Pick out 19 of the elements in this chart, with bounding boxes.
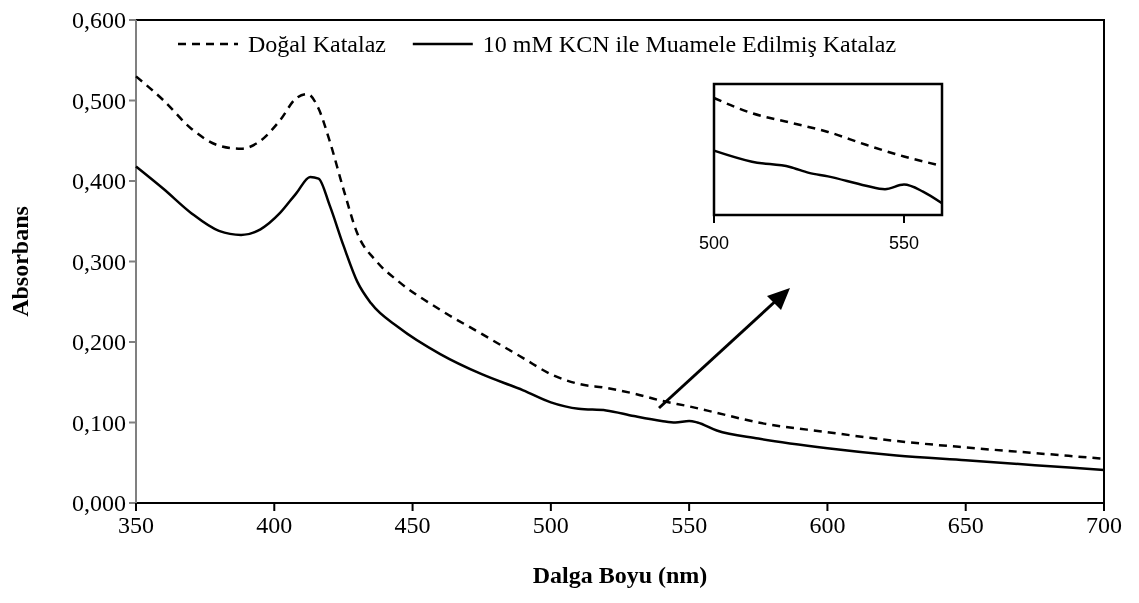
x-tick-label: 650 bbox=[947, 512, 984, 538]
x-tick-label: 550 bbox=[888, 233, 920, 253]
x-axis-title: Dalga Boyu (nm) bbox=[532, 562, 708, 588]
y-tick-label: 0,300 bbox=[72, 248, 126, 275]
x-tick-label: 400 bbox=[256, 512, 293, 538]
y-tick-label: 0,500 bbox=[72, 87, 126, 114]
x-tick-label: 550 bbox=[671, 512, 708, 538]
y-axis-title: Absorbans bbox=[7, 206, 33, 317]
y-tick-label: 0,100 bbox=[72, 409, 126, 436]
legend-label: Doğal Katalaz bbox=[248, 31, 386, 58]
x-tick-label: 450 bbox=[394, 512, 431, 538]
y-tick-label: 0,600 bbox=[72, 7, 126, 34]
x-tick-label: 500 bbox=[698, 233, 730, 253]
x-tick-label: 700 bbox=[1086, 512, 1122, 538]
y-tick-label: 0,200 bbox=[72, 329, 126, 356]
x-tick-label: 500 bbox=[532, 512, 569, 538]
x-tick-label: 600 bbox=[809, 512, 846, 538]
y-tick-label: 0,400 bbox=[72, 168, 126, 195]
legend-label: 10 mM KCN ile Muamele Edilmiş Katalaz bbox=[482, 31, 897, 58]
